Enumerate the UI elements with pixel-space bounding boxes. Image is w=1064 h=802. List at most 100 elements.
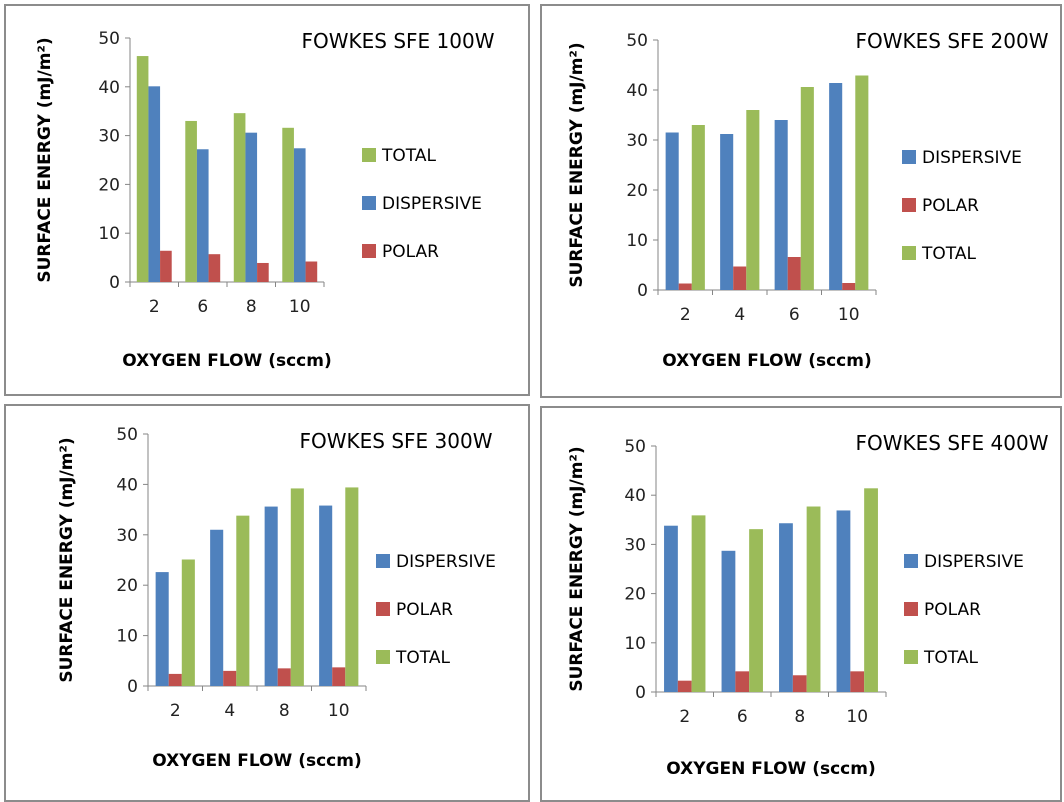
bar-total [801,87,814,290]
bar-polar [223,671,236,686]
y-tick-label: 40 [116,475,138,495]
chart-svg-200w: 0 10 20 30 40 50 2 4 6 10 FOWKES SFE 200W OXYGEN FL… [542,6,1062,398]
bar-total [807,507,821,692]
bar-polar [842,283,855,290]
legend-swatch-polar [362,244,376,258]
bar-polar [788,257,801,290]
x-tick-label: 6 [197,297,208,317]
bar-total [692,125,705,290]
bar-total [692,515,706,692]
legend-label-dispersive: DISPERSIVE [396,552,496,572]
legend-label-total: TOTAL [923,648,978,668]
legend-label-polar: POLAR [396,600,453,620]
y-tick-label: 30 [624,535,646,555]
legend-swatch-polar [904,602,918,616]
legend-swatch-dispersive [362,196,376,210]
bar-dispersive [666,133,679,291]
x-tick-label: 6 [789,305,800,325]
bar-total [234,113,246,282]
x-tick-label: 10 [846,707,868,727]
bar-polar [793,675,807,692]
legend-label-total: TOTAL [395,648,450,668]
legend-label-dispersive: DISPERSIVE [382,194,482,214]
bar-total [137,56,149,282]
chart-svg-400w: 0 10 20 30 40 50 2 6 8 10 FOWKES SFE 400W OXYGEN FL… [542,408,1062,802]
chart-panel-100w: 0 10 20 30 40 50 2 6 8 10 FOWKES SFE 100W OXYGEN FL… [4,4,530,396]
legend-label-dispersive: DISPERSIVE [924,552,1024,572]
bar-dispersive [837,510,851,692]
x-tick-label: 4 [734,305,745,325]
y-tick-label: 10 [626,231,648,251]
y-tick-label: 40 [98,78,120,98]
y-tick-label: 30 [98,127,120,147]
bar-total [746,110,759,290]
x-tick-label: 2 [680,305,691,325]
bar-dispersive [245,133,257,282]
y-tick-label: 0 [637,281,648,301]
legend-swatch-total [376,650,390,664]
bar-polar [160,251,172,282]
bar-polar [209,254,221,282]
chart-title: FOWKES SFE 300W [300,429,493,453]
chart-panel-200w: 0 10 20 30 40 50 2 4 6 10 FOWKES SFE 200W OXYGEN FL… [540,4,1062,398]
legend-swatch-polar [902,198,916,212]
y-tick-label: 20 [626,181,648,201]
legend-swatch-dispersive [904,554,918,568]
bar-polar [257,263,269,282]
x-tick-label: 8 [246,297,257,317]
x-axis-title: OXYGEN FLOW (sccm) [662,351,871,371]
y-tick-label: 0 [109,273,120,293]
y-tick-label: 40 [624,486,646,506]
chart-panel-300w: 0 10 20 30 40 50 2 4 8 10 FOWKES SFE 300W OXYGEN FL… [4,404,530,802]
bar-dispersive [156,572,169,686]
y-axis-title: SURFACE ENERGY (mJ/m²) [567,446,587,691]
bar-dispersive [148,86,160,282]
bar-total [236,516,249,686]
x-tick-label: 2 [149,297,160,317]
bar-polar [735,671,749,692]
y-axis-title: SURFACE ENERGY (mJ/m²) [567,42,587,287]
x-tick-label: 10 [289,297,311,317]
chart-svg-100w: 0 10 20 30 40 50 2 6 8 10 FOWKES SFE 100W OXYGEN FL… [6,6,530,396]
legend-label-total: TOTAL [381,146,436,166]
bar-polar [169,674,182,686]
bar-polar [850,671,864,692]
y-tick-label: 30 [116,526,138,546]
legend-swatch-polar [376,602,390,616]
bar-total [182,559,195,686]
x-axis-title: OXYGEN FLOW (sccm) [152,751,361,771]
chart-title: FOWKES SFE 400W [856,431,1049,455]
bar-total [282,128,294,282]
bar-total [345,487,358,686]
chart-title: FOWKES SFE 200W [856,29,1049,53]
bar-dispersive [210,530,223,686]
y-axis-title: SURFACE ENERGY (mJ/m²) [57,437,77,682]
bar-polar [679,284,692,291]
bar-total [749,529,763,692]
bar-dispersive [197,149,209,282]
bar-total [291,488,304,686]
bar-dispersive [722,551,736,692]
bar-polar [733,267,746,291]
y-tick-label: 30 [626,131,648,151]
y-tick-label: 20 [116,576,138,596]
x-axis-title: OXYGEN FLOW (sccm) [122,351,331,371]
bar-dispersive [664,526,678,692]
bar-polar [278,668,291,686]
y-tick-label: 50 [116,425,138,445]
bar-dispersive [829,83,842,290]
bar-dispersive [319,506,332,686]
x-tick-label: 10 [838,305,860,325]
x-tick-label: 8 [794,707,805,727]
x-tick-label: 6 [737,707,748,727]
legend-swatch-total [904,650,918,664]
y-tick-label: 50 [624,437,646,457]
y-tick-label: 10 [116,627,138,647]
bar-total [864,488,878,692]
y-tick-label: 0 [127,677,138,697]
chart-svg-300w: 0 10 20 30 40 50 2 4 8 10 FOWKES SFE 300W OXYGEN FL… [6,406,530,802]
x-tick-label: 8 [279,701,290,721]
legend-swatch-dispersive [902,150,916,164]
y-tick-label: 50 [98,29,120,49]
x-tick-label: 2 [170,701,181,721]
